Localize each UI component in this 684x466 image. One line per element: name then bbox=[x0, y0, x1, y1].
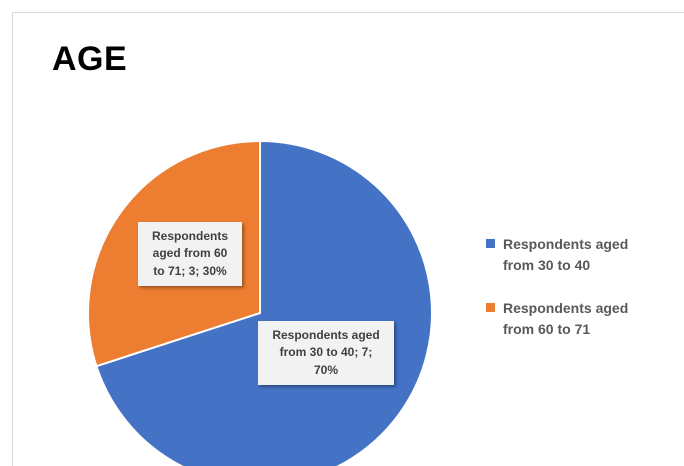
legend-label-line: from 60 to 71 bbox=[503, 321, 591, 337]
legend-swatch-orange bbox=[486, 303, 495, 312]
legend-item-60-to-71: Respondents aged from 60 to 71 bbox=[486, 298, 666, 340]
legend-item-30-to-40: Respondents aged from 30 to 40 bbox=[486, 234, 666, 276]
legend-label-line: from 30 to 40 bbox=[503, 257, 591, 273]
data-label-line: Respondents aged bbox=[272, 328, 380, 342]
legend: Respondents aged from 30 to 40 Responden… bbox=[486, 234, 666, 362]
data-label-60-to-71: Respondents aged from 60 to 71; 3; 30% bbox=[138, 222, 242, 287]
data-label-line: from 30 to 40; 7; bbox=[279, 345, 373, 360]
data-label-30-to-40: Respondents aged from 30 to 40; 7; 70% bbox=[258, 321, 394, 386]
data-label-line: aged from 60 bbox=[152, 246, 228, 261]
legend-label-line: Respondents aged bbox=[503, 300, 629, 316]
legend-label-line: Respondents aged bbox=[503, 236, 629, 252]
data-label-line: 70% bbox=[313, 362, 339, 377]
data-label-line: to 71; 3; 30% bbox=[153, 263, 227, 278]
chart-title: AGE bbox=[52, 40, 128, 78]
legend-swatch-blue bbox=[486, 239, 495, 248]
data-label-line: Respondents bbox=[151, 229, 228, 243]
